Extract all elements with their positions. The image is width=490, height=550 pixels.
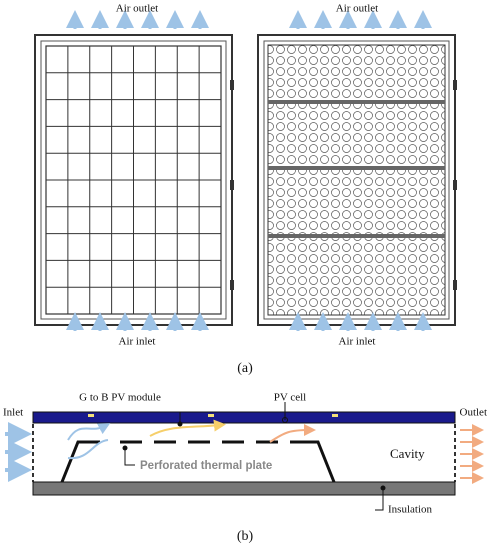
label: Outlet (460, 407, 488, 419)
flow-arrows (5, 422, 484, 484)
perforated-plate-front (257, 34, 457, 326)
pv-module-front (34, 34, 234, 326)
caption: (a) (237, 361, 253, 376)
label: Perforated thermal plate (140, 460, 272, 472)
label: Inlet (3, 407, 23, 419)
caption: (b) (237, 529, 254, 544)
label: G to B PV module (79, 392, 161, 404)
label: Cavity (390, 446, 425, 461)
label: PV cell (274, 392, 307, 404)
air-arrows (66, 10, 432, 331)
label: Air outlet (116, 3, 158, 15)
label: Air inlet (119, 336, 156, 348)
label: Air inlet (339, 336, 376, 348)
label: Air outlet (336, 3, 378, 15)
cross-section (32, 402, 456, 511)
label: Insulation (388, 504, 432, 516)
